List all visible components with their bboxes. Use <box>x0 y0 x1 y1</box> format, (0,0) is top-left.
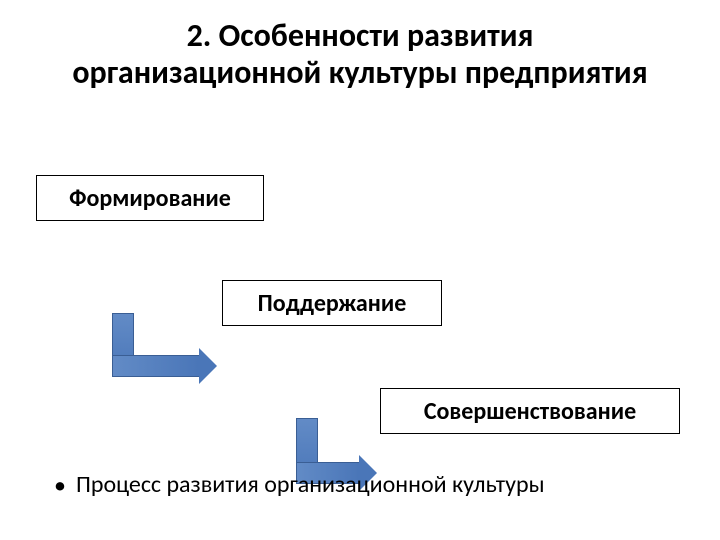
box-improvement: Совершенствование <box>380 388 680 434</box>
connector-1-horizontal <box>112 355 200 377</box>
bullet-dot-icon: • <box>54 470 66 498</box>
box-formation: Формирование <box>36 175 264 221</box>
bullet-text: Процесс развития организационной культур… <box>76 470 545 499</box>
box-maintenance: Поддержание <box>222 280 442 326</box>
bullet-item: • Процесс развития организационной культ… <box>54 470 545 499</box>
slide-title: 2. Особенности развития организационной … <box>0 0 720 92</box>
box-formation-label: Формирование <box>69 184 231 213</box>
box-improvement-label: Совершенствование <box>424 397 636 426</box>
box-maintenance-label: Поддержание <box>258 289 407 318</box>
connector-1-arrow-icon <box>199 348 217 384</box>
